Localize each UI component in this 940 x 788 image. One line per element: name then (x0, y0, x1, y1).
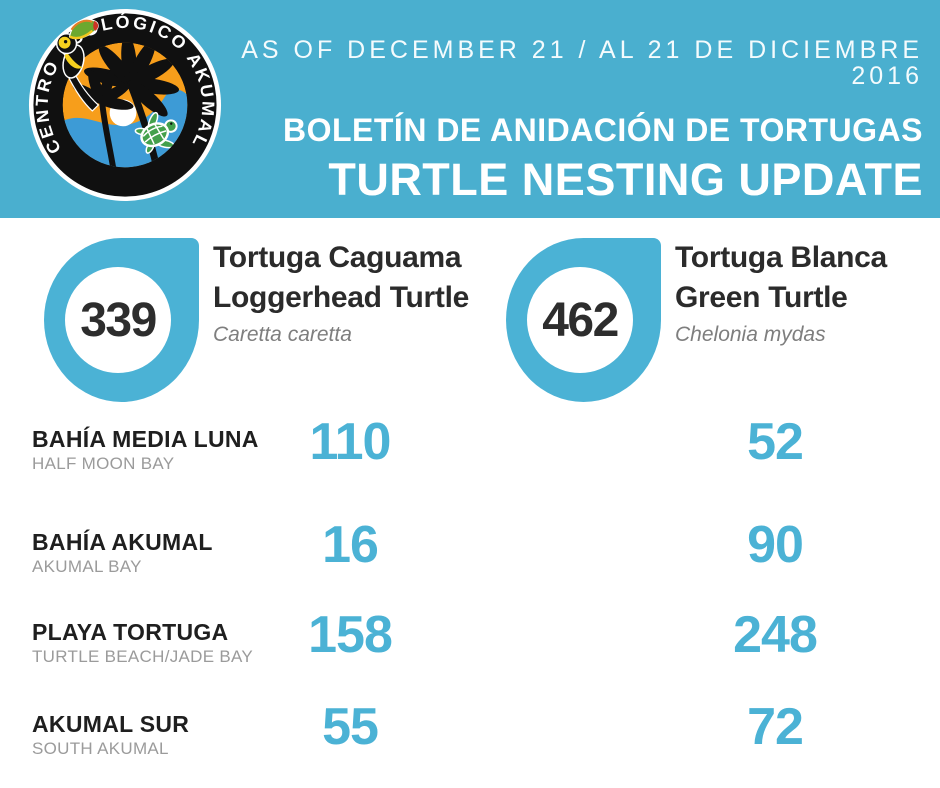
beach-name-english: HALF MOON BAY (32, 454, 175, 473)
beach-name: AKUMAL SUR SOUTH AKUMAL (32, 712, 189, 758)
green-turtle-count: 248 (733, 606, 818, 664)
loggerhead-count: 110 (309, 413, 392, 471)
loggerhead-names: Tortuga Caguama Loggerhead Turtle Carett… (213, 238, 469, 347)
species-name-spanish: Tortuga Blanca (675, 241, 887, 274)
species-card-loggerhead: 339 Tortuga Caguama Loggerhead Turtle Ca… (44, 238, 494, 408)
loggerhead-total-circle: 339 (65, 267, 171, 373)
beach-row-playa-tortuga: PLAYA TORTUGA TURTLE BEACH/JADE BAY 158 … (0, 609, 940, 700)
date-line: AS OF DECEMBER 21 / AL 21 DE DICIEMBRE 2… (241, 36, 923, 90)
beach-row-akumal-sur: AKUMAL SUR SOUTH AKUMAL 55 72 (0, 701, 940, 788)
loggerhead-total-badge: 339 (44, 238, 199, 402)
beach-name-spanish: PLAYA TORTUGA (32, 619, 229, 645)
beach-name: BAHÍA AKUMAL AKUMAL BAY (32, 530, 213, 576)
beach-name-english: SOUTH AKUMAL (32, 739, 169, 758)
green-turtle-count: 72 (747, 698, 804, 756)
title-english: TURTLE NESTING UPDATE (328, 154, 923, 205)
logo-scene (62, 42, 188, 168)
beach-name-spanish: AKUMAL SUR (32, 711, 190, 737)
header-text-block: AS OF DECEMBER 21 / AL 21 DE DICIEMBRE 2… (235, 0, 940, 203)
species-card-green-turtle: 462 Tortuga Blanca Green Turtle Chelonia… (506, 238, 940, 408)
green-turtle-names: Tortuga Blanca Green Turtle Chelonia myd… (675, 238, 887, 347)
header-band: CENTRO ECOLÓGICO AKUMAL AS OF DECEMBER 2… (0, 0, 940, 218)
palm-trees-icon (72, 42, 179, 168)
beach-name: BAHÍA MEDIA LUNA HALF MOON BAY (32, 427, 259, 473)
loggerhead-count: 55 (322, 698, 379, 756)
centro-ecologico-akumal-logo: CENTRO ECOLÓGICO AKUMAL (28, 8, 222, 202)
beach-name-english: AKUMAL BAY (32, 557, 142, 576)
green-turtle-total-value: 462 (542, 293, 619, 347)
species-name-spanish: Tortuga Caguama (213, 241, 462, 274)
green-turtle-total-badge: 462 (506, 238, 661, 402)
beach-name-spanish: BAHÍA MEDIA LUNA (32, 426, 259, 452)
toucan-icon (55, 19, 100, 112)
beach-name-spanish: BAHÍA AKUMAL (32, 529, 213, 555)
loggerhead-count: 16 (322, 516, 379, 574)
green-turtle-total-circle: 462 (527, 267, 633, 373)
species-scientific-name: Chelonia mydas (675, 323, 826, 346)
green-turtle-count: 52 (747, 413, 804, 471)
beach-row-bahia-akumal: BAHÍA AKUMAL AKUMAL BAY 16 90 (0, 519, 940, 610)
green-turtle-count: 90 (747, 516, 804, 574)
species-name-english: Loggerhead Turtle (213, 281, 470, 314)
turtle-icon (134, 111, 178, 154)
beach-row-bahia-media-luna: BAHÍA MEDIA LUNA HALF MOON BAY 110 52 (0, 416, 940, 507)
loggerhead-total-value: 339 (80, 293, 157, 347)
loggerhead-count: 158 (308, 606, 393, 664)
beach-name-english: TURTLE BEACH/JADE BAY (32, 647, 254, 666)
species-scientific-name: Caretta caretta (213, 323, 352, 346)
species-name-english: Green Turtle (675, 281, 848, 314)
beach-name: PLAYA TORTUGA TURTLE BEACH/JADE BAY (32, 620, 253, 666)
title-spanish: BOLETÍN DE ANIDACIÓN DE TORTUGAS (282, 112, 923, 148)
